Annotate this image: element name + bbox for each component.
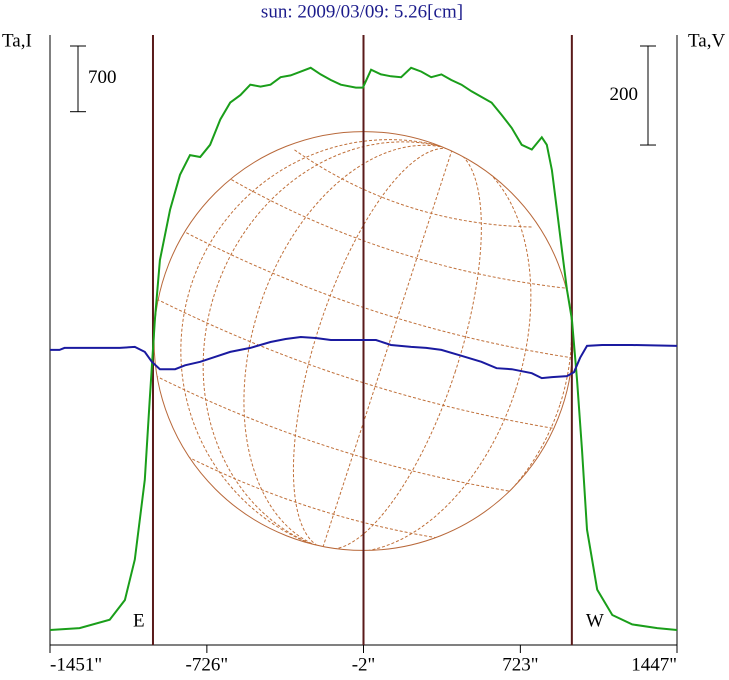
parallel: [172, 225, 586, 361]
parallel: [128, 361, 542, 497]
meridian: [292, 147, 482, 550]
x-tick-label: -1451": [50, 654, 102, 675]
scale-bar-label: 200: [610, 84, 639, 105]
x-tick-label: -2": [352, 654, 376, 675]
x-tick-label: 723": [502, 654, 538, 675]
annotation: E: [133, 610, 145, 631]
y2-axis-label: Ta,V: [688, 30, 725, 51]
x-tick-label: 1447": [631, 654, 677, 675]
parallel: [226, 176, 571, 290]
series-line: [49, 66, 678, 631]
parallel: [138, 289, 576, 433]
series-line: [50, 335, 678, 380]
y-axis-label: Ta,I: [2, 30, 32, 51]
x-tick-label: -726": [186, 654, 229, 675]
meridian: [202, 141, 573, 557]
annotation: W: [586, 610, 604, 631]
meridian: [243, 144, 532, 553]
parallel: [143, 432, 488, 546]
chart-title: sun: 2009/03/09: 5.26[cm]: [261, 1, 463, 22]
meridian: [180, 139, 595, 559]
scale-bar-label: 700: [88, 67, 117, 88]
parallel: [182, 494, 420, 573]
parallel: [294, 149, 532, 228]
